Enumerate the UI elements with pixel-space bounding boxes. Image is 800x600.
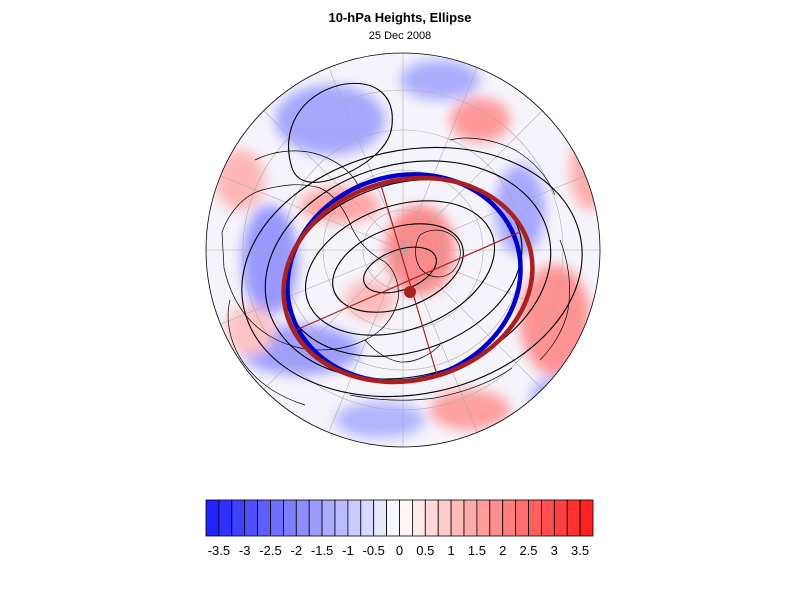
colorbar-box — [282, 499, 297, 537]
colorbar-box — [502, 499, 517, 537]
colorbar-box — [386, 499, 400, 537]
anomaly-blob — [495, 165, 545, 255]
anomaly-blob — [450, 98, 510, 142]
colorbar-box — [270, 499, 284, 537]
colorbar-tick-label: -1 — [342, 543, 354, 558]
colorbar-box — [244, 499, 258, 537]
anomaly-blob — [520, 265, 590, 375]
colorbar-box — [218, 499, 233, 537]
colorbar-tick-label: 1 — [447, 543, 454, 558]
colorbar-tick-label: -0.5 — [362, 543, 384, 558]
ellipse-center-marker — [404, 286, 416, 298]
anomaly-shading — [206, 53, 600, 447]
colorbar-box — [334, 499, 349, 537]
colorbar-tick-label: 3.5 — [571, 543, 589, 558]
colorbar-box — [463, 499, 478, 537]
anomaly-blob — [335, 402, 425, 438]
colorbar-box — [347, 499, 362, 537]
colorbar-tick-label: 2 — [499, 543, 506, 558]
polar-map — [205, 52, 601, 448]
colorbar-tick-label: -1.5 — [311, 543, 333, 558]
colorbar-box — [553, 499, 568, 537]
colorbar-box — [295, 499, 310, 537]
anomaly-blob — [430, 390, 510, 430]
colorbar-box — [231, 499, 246, 537]
colorbar-box — [437, 499, 452, 537]
globe-outline — [205, 52, 601, 448]
anomaly-blob — [400, 60, 480, 100]
colorbar-box — [399, 499, 413, 537]
colorbar-box — [528, 499, 542, 537]
colorbar-box — [489, 499, 504, 537]
colorbar-tick-label: 3 — [551, 543, 558, 558]
colorbar-box — [205, 499, 220, 537]
colorbar-box — [424, 499, 439, 537]
colorbar-box — [360, 499, 375, 537]
colorbar-box — [515, 499, 529, 537]
ellipse-fit-red — [281, 175, 535, 385]
colorbar-tick-label: -3.5 — [208, 543, 230, 558]
coastlines — [221, 137, 570, 406]
map-title: 10-hPa Heights, Ellipse — [328, 10, 472, 25]
colorbar-box — [411, 499, 426, 537]
colorbar-box — [450, 499, 465, 537]
colorbar-box — [476, 499, 491, 537]
colorbar-boxes — [205, 499, 594, 537]
colorbar-box — [541, 499, 555, 537]
colorbar-box — [257, 499, 271, 537]
colorbar-tick-labels: -3.5 -3 -2.5 -2 -1.5 -1 -0.5 0 0.5 1 1.5 2 2.5 3 3.5 — [208, 543, 589, 558]
colorbar-box — [566, 499, 581, 537]
colorbar-box — [373, 499, 388, 537]
colorbar-box — [321, 499, 336, 537]
colorbar-tick-label: -2 — [291, 543, 303, 558]
colorbar-tick-label: -2.5 — [259, 543, 281, 558]
map-date: 25 Dec 2008 — [368, 30, 432, 42]
colorbar-tick-label: 0 — [396, 543, 403, 558]
ellipse-axes — [295, 181, 521, 376]
colorbar-tick-label: 0.5 — [416, 543, 434, 558]
colorbar-box — [308, 499, 323, 537]
colorbar-tick-label: -3 — [239, 543, 251, 558]
colorbar-box — [579, 499, 594, 537]
colorbar-tick-label: 2.5 — [519, 543, 537, 558]
colorbar-tick-label: 1.5 — [468, 543, 486, 558]
